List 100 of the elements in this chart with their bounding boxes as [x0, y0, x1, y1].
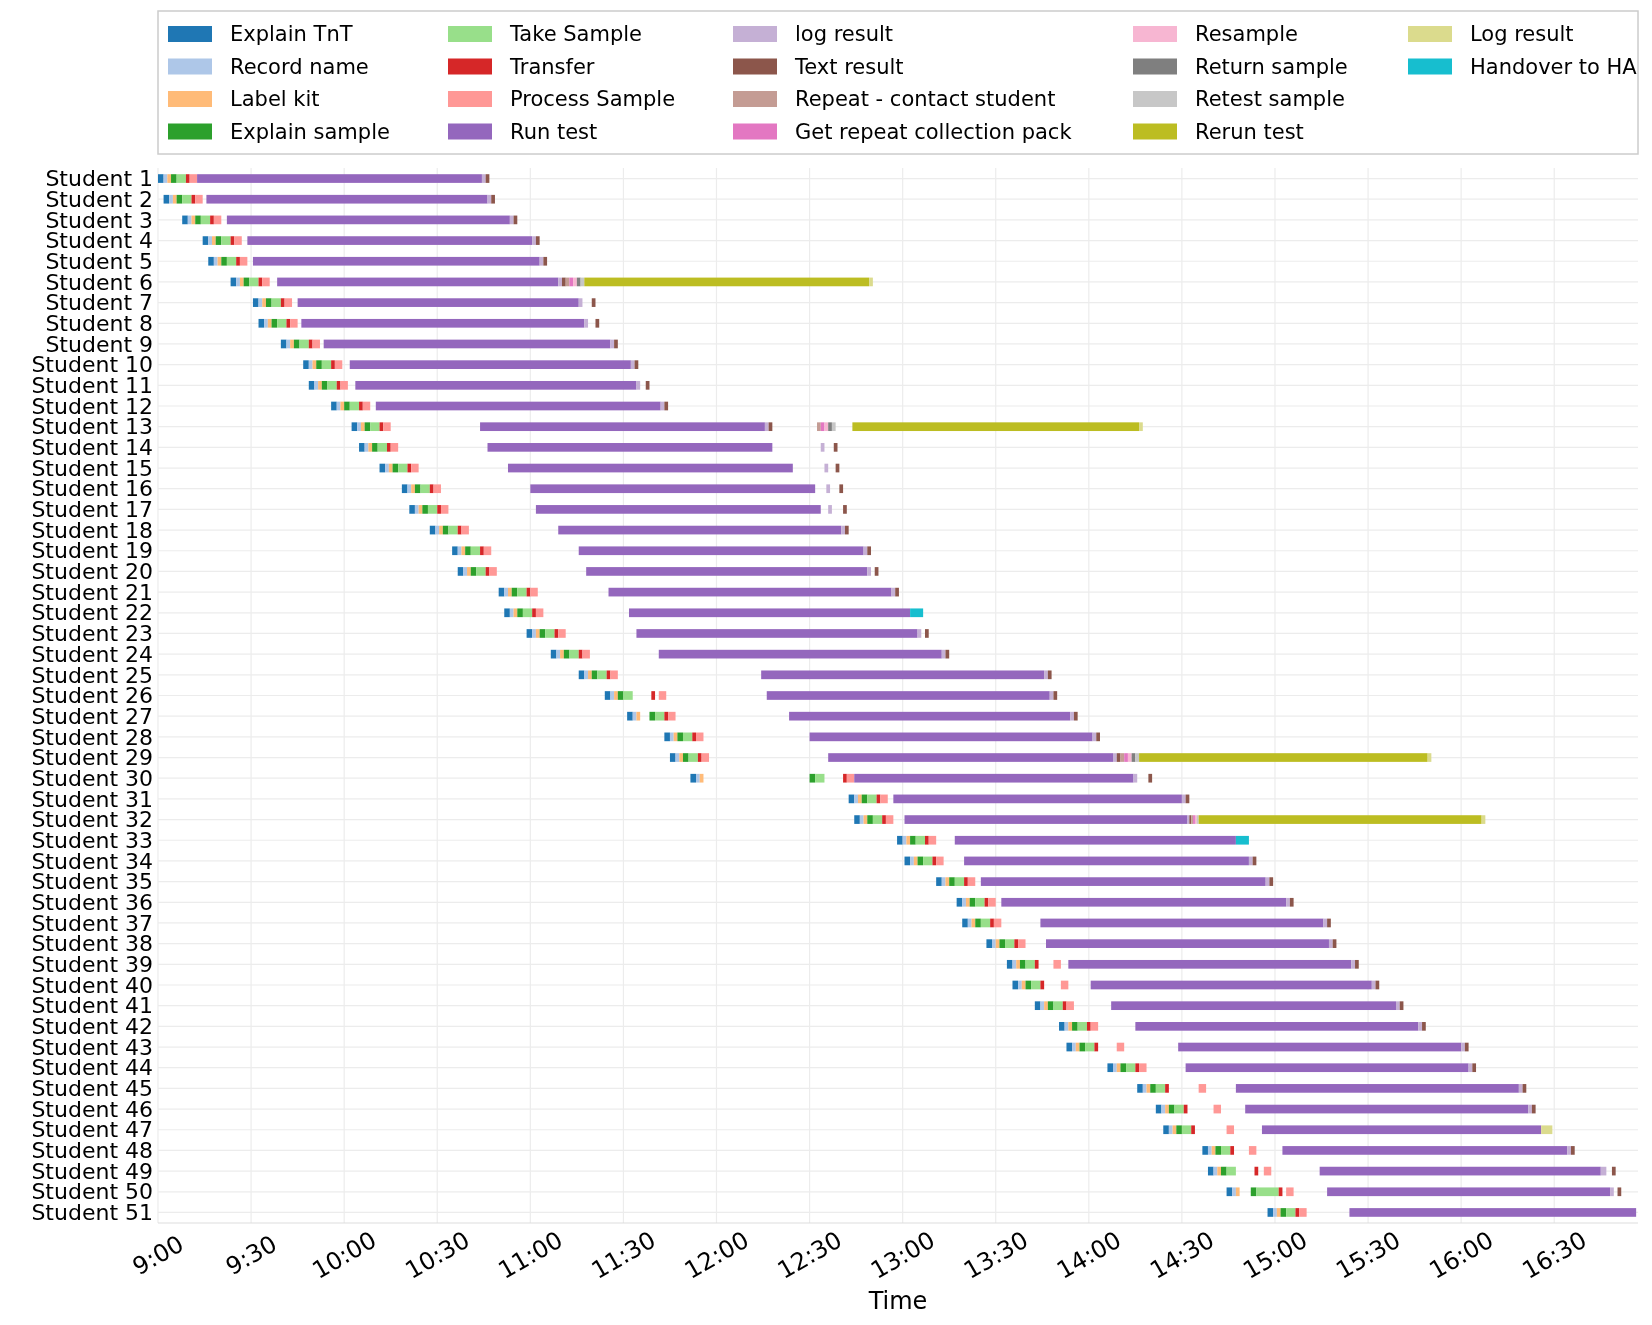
bar — [809, 732, 1093, 742]
bar — [910, 856, 914, 866]
bar — [1165, 1104, 1169, 1114]
bar — [880, 794, 888, 804]
bar — [964, 877, 968, 886]
bar — [558, 277, 562, 287]
bar — [407, 484, 412, 494]
bar — [561, 277, 566, 287]
bar — [954, 835, 1236, 845]
bar — [841, 525, 845, 535]
bar — [828, 422, 832, 432]
bar — [610, 339, 615, 349]
bar — [1328, 939, 1333, 948]
bar — [349, 360, 631, 369]
bar — [1068, 959, 1352, 969]
bar — [1018, 939, 1026, 948]
bar — [761, 670, 1045, 680]
bar — [467, 567, 471, 576]
bar — [582, 649, 590, 659]
bar — [1124, 753, 1128, 762]
bar — [558, 525, 842, 535]
bar — [429, 484, 434, 494]
bar — [1111, 1001, 1396, 1011]
bar — [584, 277, 870, 287]
bar — [457, 567, 464, 576]
bar — [1148, 773, 1153, 783]
bar — [308, 339, 313, 349]
bar — [824, 463, 829, 473]
bar — [928, 835, 937, 845]
bar — [1267, 1208, 1274, 1217]
bar — [558, 629, 566, 638]
bar — [383, 422, 391, 432]
bar — [195, 194, 203, 204]
bar — [844, 525, 849, 535]
legend-label: Log result — [1470, 22, 1574, 46]
bar — [1198, 1084, 1207, 1093]
bar — [967, 918, 972, 928]
bar — [163, 194, 170, 204]
bar — [169, 194, 173, 204]
bar — [854, 773, 1134, 783]
bar — [530, 587, 538, 597]
bar — [461, 546, 466, 556]
bar — [370, 422, 380, 432]
bar — [1235, 1084, 1519, 1093]
bar — [386, 443, 391, 452]
legend-label: Retest sample — [1195, 87, 1345, 111]
bar — [1207, 1146, 1212, 1155]
bar — [1107, 1063, 1114, 1073]
bar — [1327, 1187, 1611, 1197]
bar — [437, 505, 441, 514]
bar — [1005, 939, 1015, 948]
bar — [1012, 959, 1017, 969]
legend-label: Explain TnT — [230, 22, 353, 46]
bar — [1090, 980, 1372, 990]
bar — [470, 567, 477, 576]
bar — [297, 298, 579, 307]
bar — [532, 629, 536, 638]
bar — [965, 897, 970, 907]
bar — [301, 318, 585, 328]
bar — [1155, 1084, 1166, 1093]
bar — [206, 194, 488, 204]
bar — [1034, 959, 1039, 969]
bar — [182, 215, 188, 225]
bar — [1295, 1208, 1300, 1217]
bar — [1072, 1042, 1076, 1052]
bar — [964, 856, 1249, 866]
bar — [869, 277, 873, 287]
bar — [331, 360, 335, 369]
bar — [614, 691, 618, 700]
bar — [252, 256, 540, 266]
bar — [560, 649, 564, 659]
bar — [831, 422, 836, 432]
bar — [277, 277, 559, 287]
bar — [252, 298, 259, 307]
bar — [867, 546, 872, 556]
bar — [949, 877, 955, 886]
bar — [271, 298, 281, 307]
bar — [461, 525, 469, 535]
bar — [509, 608, 514, 618]
bar — [1174, 1104, 1184, 1114]
bar — [185, 174, 190, 183]
bar — [1220, 1166, 1227, 1176]
bar — [854, 815, 860, 824]
bar — [539, 629, 546, 638]
bar — [1047, 1001, 1054, 1011]
bar — [340, 401, 345, 411]
bar — [1282, 1146, 1568, 1155]
bar — [817, 422, 821, 432]
bar — [407, 463, 412, 473]
bar — [1528, 1104, 1532, 1114]
bar — [617, 691, 624, 700]
bar — [885, 815, 894, 824]
bar — [1139, 753, 1428, 762]
bar — [1273, 1208, 1277, 1217]
bar — [375, 401, 661, 411]
bar — [172, 194, 177, 204]
bar — [377, 443, 387, 452]
bar — [913, 856, 918, 866]
bar — [1351, 959, 1356, 969]
x-tick-label: 9:00 — [127, 1229, 189, 1281]
